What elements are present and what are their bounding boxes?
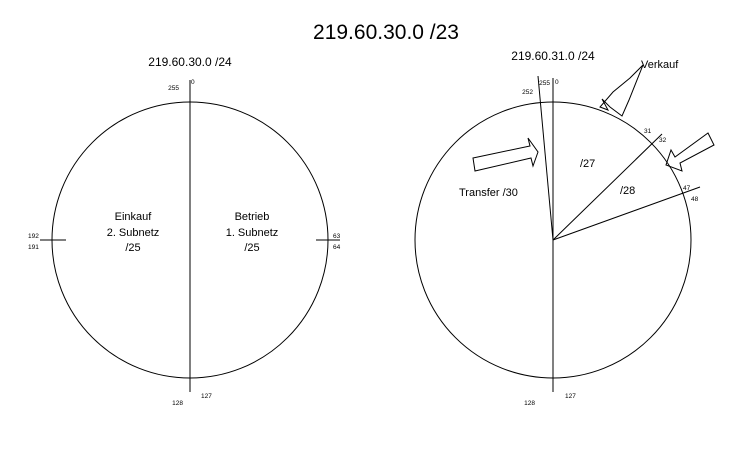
right-num-255: 255: [539, 80, 550, 87]
einkauf-prefix: /25: [125, 242, 140, 254]
left-num-191: 191: [28, 244, 39, 251]
right-num-47: 47: [683, 185, 691, 192]
label-verkauf: Verkauf: [641, 59, 679, 71]
right-num-0: 0: [555, 79, 559, 86]
right-num-128: 128: [524, 400, 535, 407]
left-num-63: 63: [333, 233, 341, 240]
left-num-64: 64: [333, 244, 341, 251]
radial-line-252: [537, 75, 554, 241]
right-circle-title: 219.60.31.0 /24: [511, 49, 595, 63]
betrieb-subnet: 1. Subnetz: [226, 227, 279, 239]
left-num-192: 192: [28, 233, 39, 240]
betrieb-name: Betrieb: [235, 211, 270, 223]
einkauf-name: Einkauf: [115, 211, 153, 223]
left-circle-title: 219.60.30.0 /24: [148, 55, 232, 69]
left-num-255: 255: [168, 85, 179, 92]
right-num-127: 127: [565, 393, 576, 400]
right-num-31: 31: [644, 128, 652, 135]
betrieb-prefix: /25: [244, 242, 259, 254]
label-transfer: Transfer /30: [459, 187, 518, 199]
main-title: 219.60.30.0 /23: [313, 21, 459, 44]
left-subnet-circle: 219.60.30.0 /24 255 0 192 191 63 64 128 …: [28, 55, 341, 407]
radial-line-32: [552, 133, 663, 241]
left-num-0: 0: [191, 79, 195, 86]
yellow-arrow-icon: [665, 132, 715, 172]
label-27: /27: [580, 158, 595, 170]
radial-line-48: [552, 186, 701, 241]
einkauf-subnet: 2. Subnetz: [107, 227, 160, 239]
right-num-32: 32: [659, 137, 667, 144]
right-subnet-circle: 219.60.31.0 /24 255 0 252 31 32 47 48 12…: [414, 49, 715, 407]
verkauf-arrow-icon: [599, 64, 644, 117]
right-num-48: 48: [691, 196, 699, 203]
left-num-128: 128: [172, 400, 183, 407]
left-num-127: 127: [201, 393, 212, 400]
transfer-arrow-icon: [472, 137, 539, 172]
right-num-252: 252: [522, 89, 533, 96]
label-28: /28: [620, 185, 635, 197]
